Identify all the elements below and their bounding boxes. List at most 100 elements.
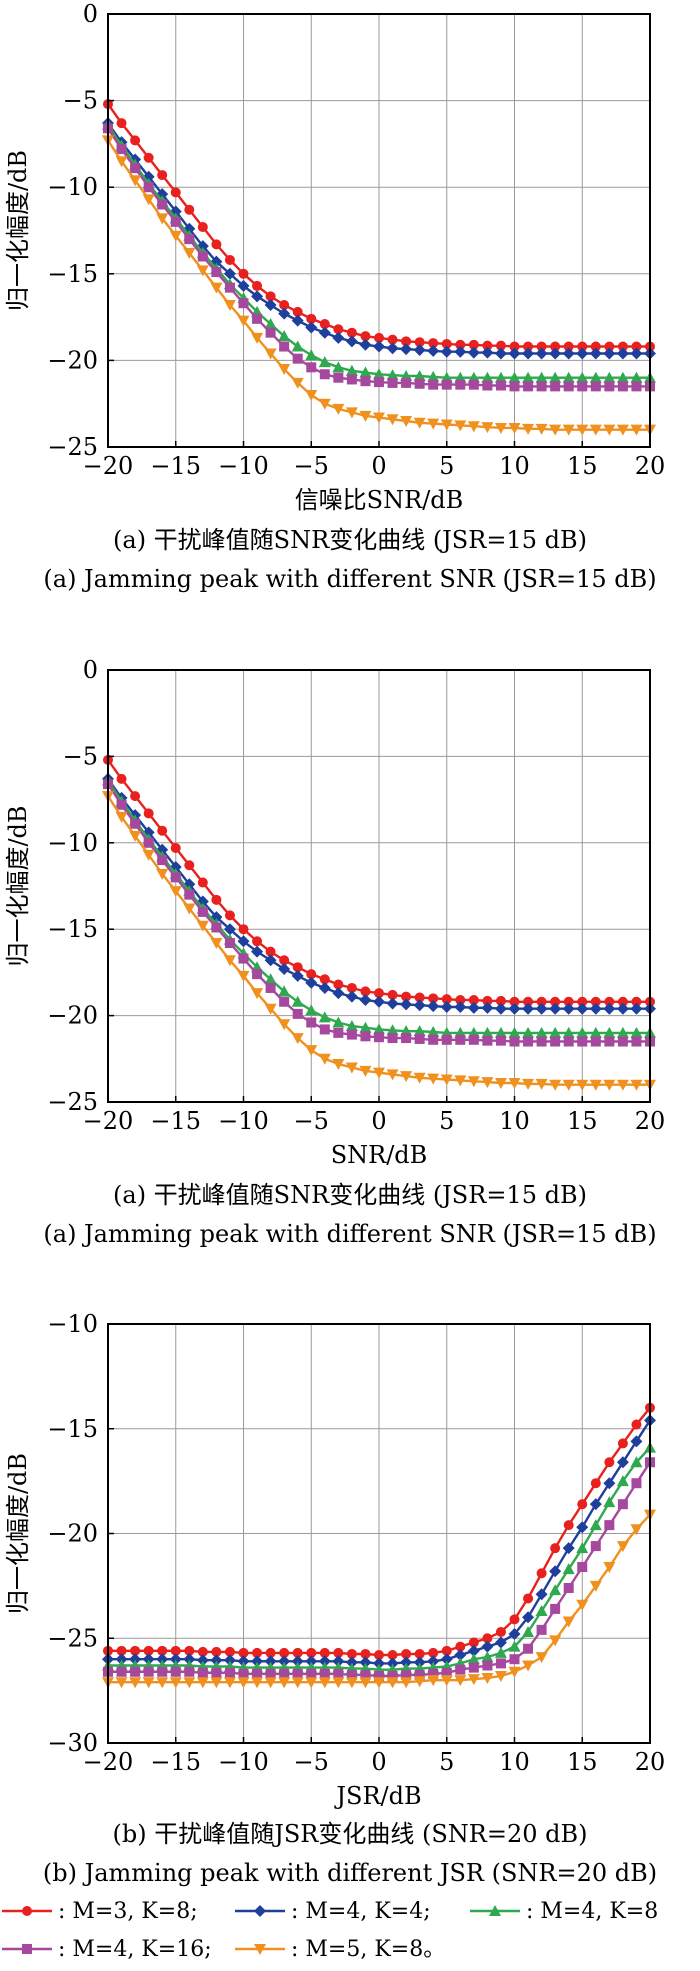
data-point — [616, 1002, 629, 1015]
data-point — [455, 339, 466, 350]
data-point — [603, 371, 616, 383]
data-point — [306, 969, 317, 980]
data-point — [482, 1035, 493, 1046]
data-point — [291, 1655, 304, 1668]
data-point — [373, 1067, 385, 1079]
data-point — [617, 341, 628, 352]
data-point — [183, 903, 196, 915]
y-tick-label: −5 — [63, 742, 98, 770]
data-point — [305, 1045, 318, 1057]
data-point — [523, 341, 534, 352]
data-point — [332, 331, 345, 344]
data-point — [590, 1478, 601, 1489]
data-point — [170, 842, 181, 853]
data-point — [467, 1674, 480, 1686]
data-point — [455, 1664, 466, 1675]
data-point — [373, 1023, 385, 1035]
data-point — [603, 1562, 616, 1574]
data-point — [467, 1001, 480, 1014]
x-tick-label: 15 — [567, 1107, 598, 1135]
data-point — [252, 280, 263, 291]
data-point — [359, 366, 372, 378]
data-point — [630, 1026, 643, 1038]
data-point — [333, 372, 344, 383]
data-point — [169, 886, 182, 898]
data-point — [414, 1648, 425, 1659]
data-point — [481, 422, 494, 434]
data-point — [359, 994, 372, 1007]
data-point — [536, 996, 547, 1007]
grid — [107, 13, 651, 448]
y-tick-label: −15 — [47, 260, 98, 288]
data-point — [550, 996, 561, 1007]
caption-en: (b) Jamming peak with different JSR (SNR… — [43, 1859, 657, 1887]
data-point — [603, 1496, 616, 1508]
data-point — [576, 1542, 589, 1554]
data-point — [359, 1021, 372, 1033]
x-tick-label: 5 — [439, 1107, 454, 1135]
data-point — [455, 1034, 466, 1045]
data-point — [116, 1666, 127, 1677]
data-point — [562, 1542, 575, 1555]
data-point — [224, 1667, 235, 1678]
data-point — [251, 332, 264, 344]
data-point — [130, 135, 141, 146]
data-point — [508, 1077, 521, 1089]
data-point — [401, 377, 412, 388]
data-point — [291, 314, 304, 327]
data-point — [346, 1029, 357, 1040]
data-point — [455, 1641, 466, 1652]
data-point — [481, 346, 494, 359]
data-point — [142, 1653, 155, 1666]
data-point — [482, 340, 493, 351]
x-tick-label: 10 — [499, 1748, 530, 1776]
series-1 — [103, 99, 655, 352]
caption-en: (a) Jamming peak with different SNR (JSR… — [43, 565, 656, 593]
data-point — [400, 1071, 413, 1083]
data-point — [427, 1026, 440, 1038]
x-tick-label: −5 — [294, 1748, 329, 1776]
data-point — [170, 216, 181, 227]
data-point — [345, 407, 358, 419]
data-point — [238, 924, 249, 935]
data-point — [631, 341, 642, 352]
data-point — [374, 988, 384, 999]
data-point — [523, 1036, 534, 1047]
data-point — [467, 1644, 480, 1657]
data-point — [468, 1662, 479, 1673]
data-point — [604, 1520, 615, 1531]
data-point — [169, 230, 182, 242]
data-point — [427, 370, 440, 382]
caption-cn: (a) 干扰峰值随SNR变化曲线 (JSR=15 dB) — [113, 526, 587, 554]
data-point — [603, 1026, 616, 1038]
data-point — [210, 282, 223, 294]
data-point — [184, 889, 195, 900]
data-point — [522, 1002, 535, 1015]
data-point — [211, 267, 222, 278]
data-point — [360, 376, 371, 387]
data-point — [332, 1655, 345, 1668]
data-point — [589, 1079, 602, 1091]
x-tick-label: −15 — [150, 1748, 201, 1776]
data-point — [604, 996, 615, 1007]
x-tick-label: 0 — [371, 1748, 386, 1776]
data-point — [523, 1593, 534, 1604]
data-point — [481, 1077, 494, 1089]
data-point — [157, 199, 168, 210]
data-point — [536, 381, 547, 392]
data-point — [454, 1075, 467, 1087]
data-point — [400, 416, 413, 428]
data-point — [116, 799, 127, 810]
data-point — [116, 773, 127, 784]
data-point — [305, 321, 318, 334]
data-point — [346, 327, 357, 338]
data-point — [360, 1669, 371, 1680]
series-4 — [103, 1457, 655, 1681]
data-point — [454, 1649, 467, 1662]
data-point — [156, 1653, 169, 1666]
data-point — [184, 234, 195, 245]
data-point — [196, 1654, 209, 1667]
data-point — [291, 1677, 304, 1689]
data-point — [252, 1668, 263, 1679]
data-point — [563, 381, 574, 392]
